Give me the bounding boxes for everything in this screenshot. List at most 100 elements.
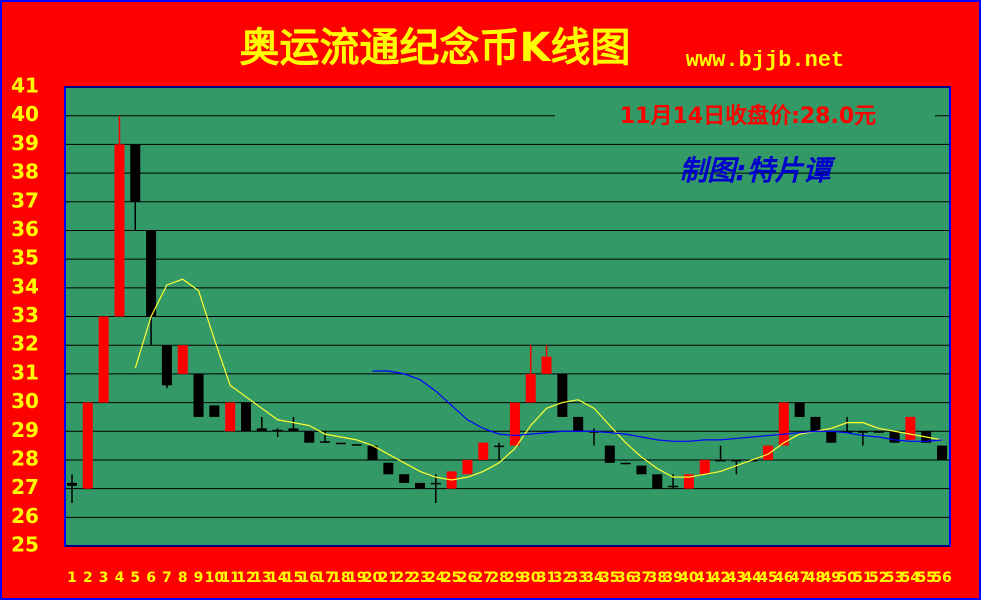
candle-body — [67, 482, 77, 486]
y-tick-label: 35 — [11, 246, 39, 270]
x-tick-label: 38 — [648, 570, 667, 586]
candle-body — [525, 373, 536, 403]
x-tick-label: 14 — [268, 570, 288, 586]
candle-body — [367, 445, 378, 460]
y-tick-label: 33 — [11, 303, 39, 327]
candle-body — [494, 445, 505, 448]
candle-body — [589, 431, 599, 433]
x-tick-label: 33 — [568, 570, 587, 586]
x-tick-label: 54 — [901, 570, 921, 586]
x-tick-label: 20 — [363, 570, 383, 586]
candle-body — [509, 402, 520, 446]
y-tick-label: 26 — [11, 504, 39, 528]
y-tick-label: 29 — [11, 418, 39, 442]
x-tick-label: 36 — [616, 570, 635, 586]
x-tick-label: 51 — [853, 570, 872, 586]
x-tick-label: 56 — [932, 570, 951, 586]
y-tick-label: 36 — [11, 217, 39, 241]
x-tick-label: 44 — [742, 570, 762, 586]
candle-body — [794, 402, 805, 417]
candle-body — [668, 485, 679, 488]
candle-body — [620, 462, 631, 465]
candle-body — [683, 474, 694, 489]
candle-body — [652, 474, 663, 489]
candle-body — [462, 459, 473, 475]
chart-subtitle: www.bjjb.net — [686, 48, 844, 73]
x-tick-label: 28 — [489, 570, 508, 586]
y-tick-label: 37 — [11, 188, 39, 212]
candle-body — [272, 429, 283, 432]
x-tick-label: 5 — [130, 570, 140, 586]
x-tick-label: 10 — [205, 570, 225, 586]
y-tick-label: 32 — [11, 332, 39, 356]
x-tick-label: 52 — [869, 570, 888, 586]
x-tick-label: 31 — [537, 570, 556, 586]
candle-body — [383, 462, 394, 475]
y-tick-label: 40 — [11, 102, 39, 126]
x-tick-label: 18 — [331, 570, 350, 586]
x-tick-label: 45 — [758, 570, 777, 586]
x-tick-label: 46 — [774, 570, 793, 586]
candle-body — [399, 474, 410, 483]
x-tick-label: 43 — [727, 570, 746, 586]
candle-body — [778, 402, 789, 446]
x-tick-label: 6 — [146, 570, 156, 586]
annotation-bg — [555, 100, 935, 134]
candle-body — [146, 230, 157, 317]
candle-body — [857, 431, 868, 433]
candle-body — [699, 459, 710, 475]
candle-body — [241, 402, 251, 432]
x-tick-label: 7 — [162, 570, 172, 586]
candle-body — [351, 444, 362, 446]
candle-body — [256, 428, 267, 432]
candle-body — [177, 345, 188, 374]
candle-body — [288, 428, 299, 432]
candle-body — [193, 373, 204, 417]
y-tick-label: 30 — [11, 389, 39, 413]
x-tick-label: 37 — [632, 570, 651, 586]
x-tick-label: 35 — [600, 570, 619, 586]
x-tick-label: 11 — [220, 570, 239, 586]
x-tick-label: 50 — [837, 570, 857, 586]
candle-body — [889, 431, 900, 443]
x-tick-label: 12 — [236, 570, 255, 586]
moving-average-line — [372, 370, 943, 442]
x-tick-label: 17 — [315, 570, 334, 586]
x-tick-label: 15 — [284, 570, 303, 586]
x-tick-label: 26 — [458, 570, 477, 586]
x-tick-label: 49 — [822, 570, 841, 586]
y-tick-label: 34 — [11, 274, 39, 298]
x-tick-label: 48 — [806, 570, 825, 586]
x-tick-label: 22 — [394, 570, 413, 586]
x-tick-label: 29 — [505, 570, 524, 586]
x-tick-label: 16 — [300, 570, 319, 586]
candle-body — [225, 402, 236, 432]
candle-body — [604, 445, 615, 463]
x-tick-label: 21 — [379, 570, 398, 586]
x-tick-label: 1 — [67, 570, 77, 586]
x-tick-label: 55 — [916, 570, 935, 586]
candle-body — [130, 144, 141, 202]
candle-body — [209, 405, 220, 417]
x-tick-label: 8 — [178, 570, 188, 586]
y-tick-label: 41 — [11, 74, 39, 98]
candle-body — [842, 431, 853, 433]
candle-body — [430, 482, 441, 485]
candle-body — [636, 465, 647, 475]
x-tick-label: 23 — [410, 570, 429, 586]
author-note: 制图:特片谭 — [679, 154, 836, 187]
candle-body — [161, 345, 172, 386]
x-tick-label: 4 — [115, 570, 125, 586]
x-tick-label: 25 — [442, 570, 461, 586]
candle-body — [763, 445, 773, 460]
candle-body — [826, 431, 837, 443]
candle-body — [114, 144, 125, 317]
x-tick-label: 40 — [679, 570, 699, 586]
x-tick-label: 41 — [695, 570, 714, 586]
x-tick-label: 27 — [474, 570, 493, 586]
candle-body — [747, 459, 758, 462]
x-tick-label: 42 — [711, 570, 730, 586]
candle-body — [541, 356, 552, 374]
candle-body — [905, 416, 916, 440]
